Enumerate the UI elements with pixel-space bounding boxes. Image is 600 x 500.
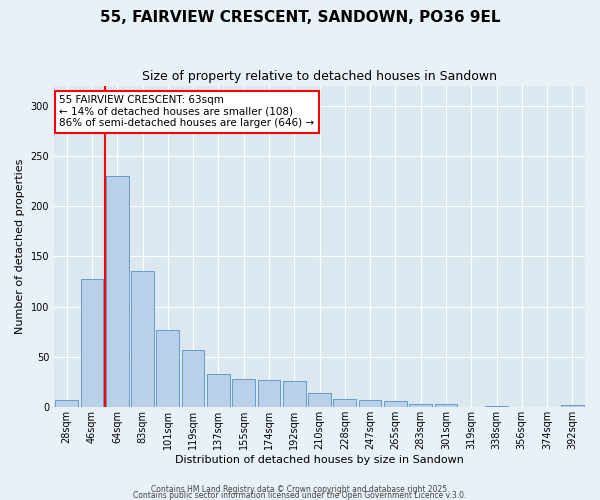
Bar [232,379,255,408]
Bar [131,270,154,407]
Bar [106,176,128,408]
Bar [55,400,78,407]
Bar [308,393,331,407]
Title: Size of property relative to detached houses in Sandown: Size of property relative to detached ho… [142,70,497,83]
Text: 55 FAIRVIEW CRESCENT: 63sqm
← 14% of detached houses are smaller (108)
86% of se: 55 FAIRVIEW CRESCENT: 63sqm ← 14% of det… [59,95,314,128]
Bar [207,374,230,408]
Bar [409,404,432,407]
Bar [283,381,305,407]
Text: Contains HM Land Registry data © Crown copyright and database right 2025.: Contains HM Land Registry data © Crown c… [151,484,449,494]
Text: Contains public sector information licensed under the Open Government Licence v.: Contains public sector information licen… [133,490,467,500]
Bar [384,402,407,407]
Y-axis label: Number of detached properties: Number of detached properties [15,158,25,334]
Bar [182,350,205,408]
X-axis label: Distribution of detached houses by size in Sandown: Distribution of detached houses by size … [175,455,464,465]
Bar [561,406,584,407]
Bar [80,278,103,407]
Bar [359,400,382,407]
Bar [257,380,280,407]
Text: 55, FAIRVIEW CRESCENT, SANDOWN, PO36 9EL: 55, FAIRVIEW CRESCENT, SANDOWN, PO36 9EL [100,10,500,25]
Bar [485,406,508,408]
Bar [434,404,457,407]
Bar [157,330,179,407]
Bar [334,399,356,407]
